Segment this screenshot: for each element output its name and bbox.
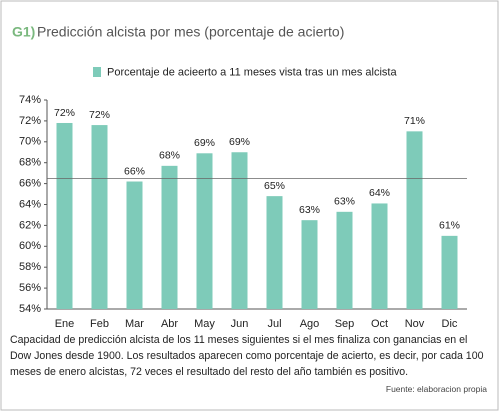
x-tick-label: Ago — [300, 318, 320, 330]
y-tick-label: 72% — [19, 115, 41, 127]
bar — [266, 196, 283, 309]
x-tick-label: Sep — [335, 318, 355, 330]
value-label: 72% — [54, 107, 75, 119]
bar — [231, 152, 248, 309]
x-tick-label: Ene — [55, 318, 75, 330]
x-tick-label: Jun — [231, 318, 249, 330]
value-label: 61% — [439, 220, 460, 232]
bar — [441, 235, 458, 309]
x-tick-label: May — [194, 318, 215, 330]
chart-label: G1) — [12, 24, 35, 40]
x-tick-label: Feb — [90, 318, 109, 330]
value-label: 65% — [264, 180, 285, 192]
caption: Capacidad de predicción alcista de los 1… — [10, 334, 484, 378]
legend-label: Porcentaje de acieerto a 11 meses vista … — [107, 66, 397, 78]
value-label: 63% — [334, 196, 355, 208]
y-tick-label: 56% — [19, 282, 41, 294]
y-tick-label: 68% — [19, 157, 41, 169]
bar — [406, 131, 423, 309]
chart-title: Predicción alcista por mes (porcentaje d… — [37, 24, 344, 40]
value-label: 66% — [124, 165, 145, 177]
bar — [301, 220, 318, 309]
bar — [91, 125, 108, 309]
y-tick-label: 60% — [19, 240, 41, 252]
x-tick-label: Mar — [125, 318, 144, 330]
bar — [161, 165, 178, 309]
x-tick-label: Abr — [161, 318, 178, 330]
value-label: 68% — [159, 150, 180, 162]
y-tick-label: 64% — [19, 198, 41, 210]
bar — [196, 153, 213, 309]
legend-swatch — [93, 67, 101, 77]
value-label: 69% — [194, 137, 215, 149]
y-tick-label: 70% — [19, 136, 41, 148]
bar — [371, 203, 388, 309]
y-tick-label: 54% — [19, 303, 41, 315]
y-tick-label: 74% — [19, 94, 41, 106]
bar — [336, 211, 353, 309]
y-tick-label: 66% — [19, 178, 41, 190]
value-label: 72% — [89, 109, 110, 121]
x-tick-label: Oct — [371, 318, 388, 330]
y-tick-label: 58% — [19, 261, 41, 273]
x-tick-label: Jul — [267, 318, 281, 330]
bar — [126, 181, 143, 309]
bar — [56, 122, 73, 310]
value-label: 71% — [404, 115, 425, 127]
x-tick-label: Nov — [405, 318, 425, 330]
x-tick-label: Dic — [442, 318, 458, 330]
value-label: 63% — [299, 204, 320, 216]
value-label: 64% — [369, 187, 390, 199]
y-tick-label: 62% — [19, 219, 41, 231]
source: Fuente: elaboracion propia — [385, 384, 487, 394]
value-label: 69% — [229, 136, 250, 148]
